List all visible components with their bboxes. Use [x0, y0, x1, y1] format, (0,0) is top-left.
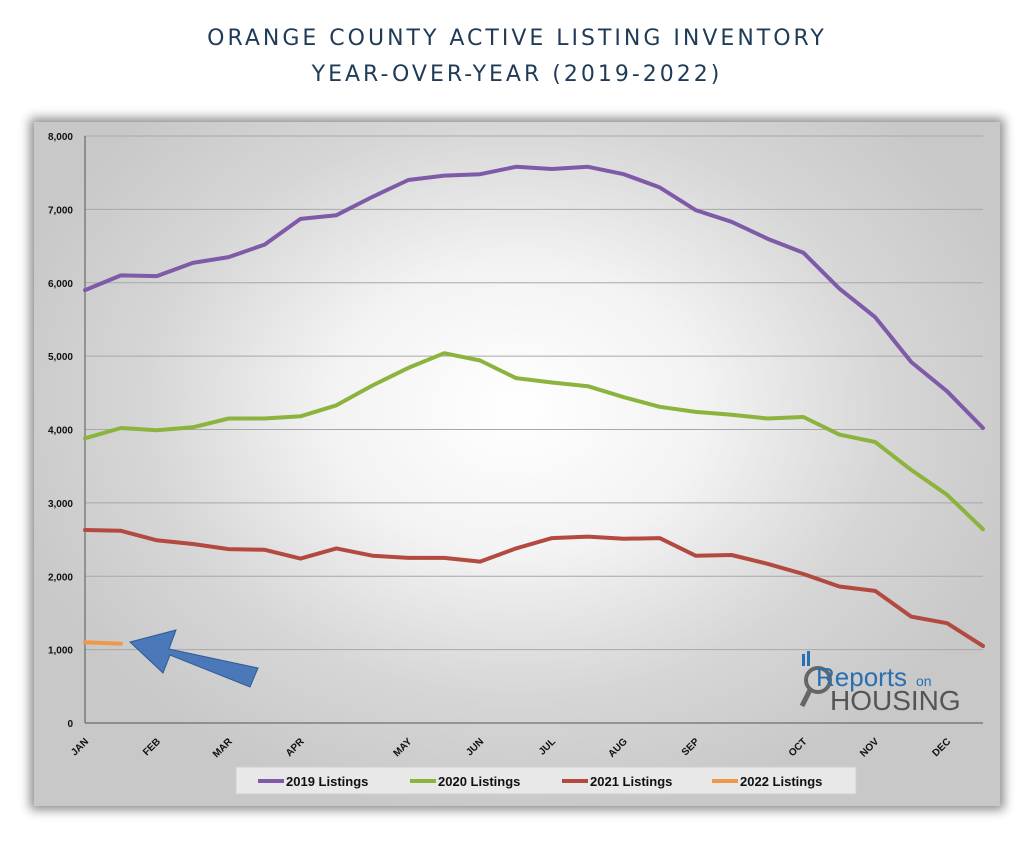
x-tick-label: MAY: [392, 736, 415, 759]
legend-label: 2020 Listings: [438, 774, 520, 789]
legend: 2019 Listings 2020 Listings 2021 Listings 2…: [235, 766, 857, 795]
x-tick-label: JAN: [69, 736, 91, 758]
gridlines: [85, 135, 983, 651]
x-tick-label: AUG: [606, 736, 630, 760]
logo-word-housing: HOUSING: [830, 685, 961, 716]
x-tick-label: NOV: [858, 736, 881, 759]
chart-title-line-1: ORANGE COUNTY ACTIVE LISTING INVENTORY: [207, 26, 827, 51]
logo-bar-1: [802, 654, 805, 666]
y-tick-label: 4,000: [48, 426, 73, 437]
magnifier-handle: [799, 688, 813, 708]
legend-box: [235, 766, 857, 795]
y-tick-label: 8,000: [48, 132, 73, 143]
x-tick-label: JUN: [464, 736, 486, 758]
series-lines: [83, 164, 985, 648]
logo-word-on: on: [916, 673, 932, 689]
x-tick-label: APR: [284, 736, 307, 759]
legend-label: 2022 Listings: [740, 774, 822, 789]
x-tick-label: SEP: [680, 736, 702, 758]
series-line: [83, 528, 985, 648]
x-tick-label: OCT: [787, 736, 810, 759]
y-tick-label: 6,000: [48, 279, 73, 290]
legend-label: 2021 Listings: [590, 774, 672, 789]
logo-bar-2: [807, 651, 810, 666]
y-tick-label: 3,000: [48, 499, 73, 510]
callout-arrow-icon: [128, 629, 259, 688]
y-tick-label: 7,000: [48, 205, 73, 216]
y-tick-label: 1,000: [48, 646, 73, 657]
magnifier-icon: [804, 666, 832, 694]
logo-word-reports: Reports: [816, 662, 907, 692]
series-line: [83, 640, 123, 646]
x-tick-label: MAR: [211, 736, 235, 760]
y-tick-label: 2,000: [48, 572, 73, 583]
logo-graphic: Reports on HOUSING: [799, 651, 961, 716]
callout-arrow: [128, 629, 259, 688]
legend-label: 2019 Listings: [286, 774, 368, 789]
y-tick-label: 5,000: [48, 352, 73, 363]
x-tick-label: JUL: [537, 736, 558, 757]
reports-on-housing-logo: Reports on HOUSING: [796, 650, 976, 716]
series-line: [83, 164, 985, 430]
chart-title-line-2: YEAR-OVER-YEAR (2019-2022): [311, 62, 723, 87]
chart-frame: [34, 122, 1000, 806]
x-tick-label: DEC: [930, 736, 953, 759]
y-tick-label: 0: [67, 719, 73, 730]
series-line: [83, 351, 985, 532]
x-tick-label: FEB: [141, 736, 163, 758]
